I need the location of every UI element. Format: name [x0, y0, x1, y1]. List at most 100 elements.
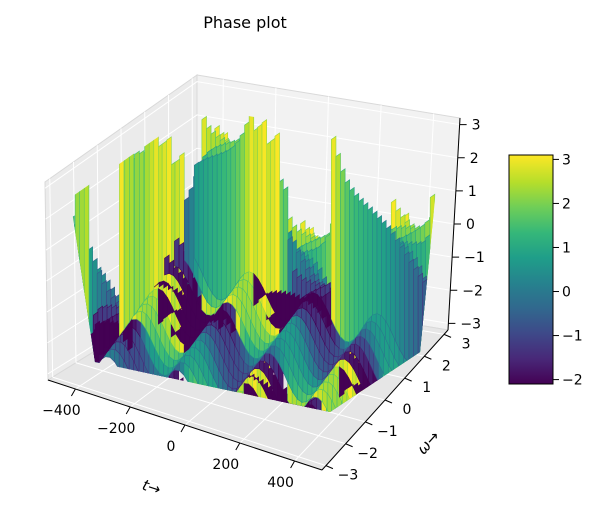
y-tick-mark	[443, 333, 452, 338]
surface-facet	[390, 230, 396, 341]
x-tick-mark	[125, 406, 131, 415]
x-tick-mark	[70, 388, 76, 397]
surface-facet	[230, 144, 236, 294]
surface-facet	[184, 196, 190, 267]
surface-facet	[285, 291, 291, 322]
colorbar-tick-label: −2	[562, 373, 583, 389]
surface-facet	[253, 272, 259, 307]
surface-facet	[129, 152, 135, 324]
grid-line-z	[45, 114, 458, 220]
surface-facet	[385, 224, 392, 331]
surface-facet	[454, 336, 459, 380]
y-tick-label: 2	[442, 358, 451, 374]
colorbar-ticks: −2 −1 0 1 2 3	[553, 152, 583, 389]
colorbar-tick-label: 3	[562, 152, 571, 168]
surface-facet	[372, 210, 378, 316]
surface-facet	[376, 214, 382, 317]
surface-facet	[413, 265, 419, 364]
y-tick-label: 3	[462, 336, 471, 352]
y-tick-mark	[325, 465, 334, 470]
surface-facet	[148, 132, 155, 295]
z-tick-label: −1	[464, 250, 485, 266]
z-tick-label: −2	[462, 283, 483, 299]
y-tick-label: −2	[357, 446, 378, 462]
x-tick-mark	[180, 424, 186, 433]
x-tick-mark	[290, 460, 296, 469]
surface-facet	[235, 139, 241, 287]
x-tick-mark	[235, 442, 241, 451]
surface-facet	[257, 123, 263, 306]
colorbar-tick-label: −1	[562, 329, 583, 345]
grid-line-y	[75, 362, 346, 445]
surface-facet	[339, 366, 345, 398]
z-tick-label: 2	[470, 151, 479, 167]
chart-title: Phase plot	[203, 13, 287, 32]
surface-facet	[138, 149, 145, 309]
surface-facet	[455, 310, 460, 363]
grid-line-y	[52, 376, 327, 467]
x-axis-label: t→	[140, 476, 163, 499]
y-tick-label: −3	[338, 468, 359, 484]
surface-facet	[207, 154, 213, 296]
surface-facet	[161, 140, 168, 315]
surface-facet	[203, 156, 209, 287]
surface-facet	[221, 150, 227, 301]
surface-facet	[261, 119, 267, 316]
x-tick-label: 400	[267, 475, 294, 491]
y-tick-mark	[404, 377, 412, 382]
surface-facet	[198, 158, 204, 277]
colorbar-tick-label: 1	[562, 240, 571, 256]
surface-facet	[450, 306, 455, 352]
z-tick-label: −3	[460, 316, 481, 332]
surface-plot	[70, 109, 460, 412]
surface-facet	[349, 186, 355, 343]
y-tick-label: −1	[377, 424, 398, 440]
surface-facet	[344, 179, 350, 343]
surface-facet	[280, 290, 287, 322]
surface-facet	[434, 351, 440, 369]
x-tick-label: 200	[212, 457, 239, 473]
surface-facet	[381, 219, 387, 323]
surface-facet	[399, 244, 405, 359]
surface-facet	[216, 151, 223, 301]
surface-facet	[353, 192, 360, 340]
grid-line-z	[45, 147, 456, 251]
y-tick-mark	[365, 421, 373, 426]
surface-facet	[331, 135, 337, 329]
surface-facet	[244, 121, 250, 275]
surface-facet	[104, 318, 110, 348]
y-tick-label: 1	[422, 380, 431, 396]
surface-facet	[127, 318, 133, 352]
x-tick-label: 0	[167, 439, 176, 455]
surface-facet	[394, 237, 401, 351]
surface-facet	[194, 161, 200, 267]
surface-facet	[94, 320, 100, 356]
surface-facet	[144, 138, 150, 302]
y-tick-mark	[424, 355, 432, 360]
surface-facet	[358, 197, 364, 335]
surface-facet	[158, 288, 164, 325]
x-ticks: −400 −200 0 200 400	[42, 388, 296, 491]
colorbar-tick-label: 0	[562, 285, 571, 301]
colorbar: −2 −1 0 1 2 3	[508, 152, 583, 389]
surface-facet	[335, 152, 341, 338]
x-tick-label: −200	[97, 421, 135, 437]
y-tick-label: 0	[403, 402, 412, 418]
surface-facet	[174, 237, 180, 269]
colorbar-gradient	[508, 154, 554, 385]
z-ticks: −3 −2 −1 0 1 2 3	[448, 118, 485, 332]
surface-facet	[134, 150, 140, 317]
surface-facet	[166, 136, 172, 325]
surface-facet	[367, 206, 373, 321]
surface-facet	[164, 254, 170, 276]
surface-facet	[99, 320, 105, 355]
surface-facet	[362, 202, 369, 328]
surface-facet	[340, 168, 346, 342]
surface-facet	[188, 186, 194, 275]
y-tick-mark	[384, 399, 393, 404]
surface-facet	[178, 241, 184, 275]
surface-facet	[404, 251, 410, 363]
y-tick-mark	[345, 443, 353, 448]
